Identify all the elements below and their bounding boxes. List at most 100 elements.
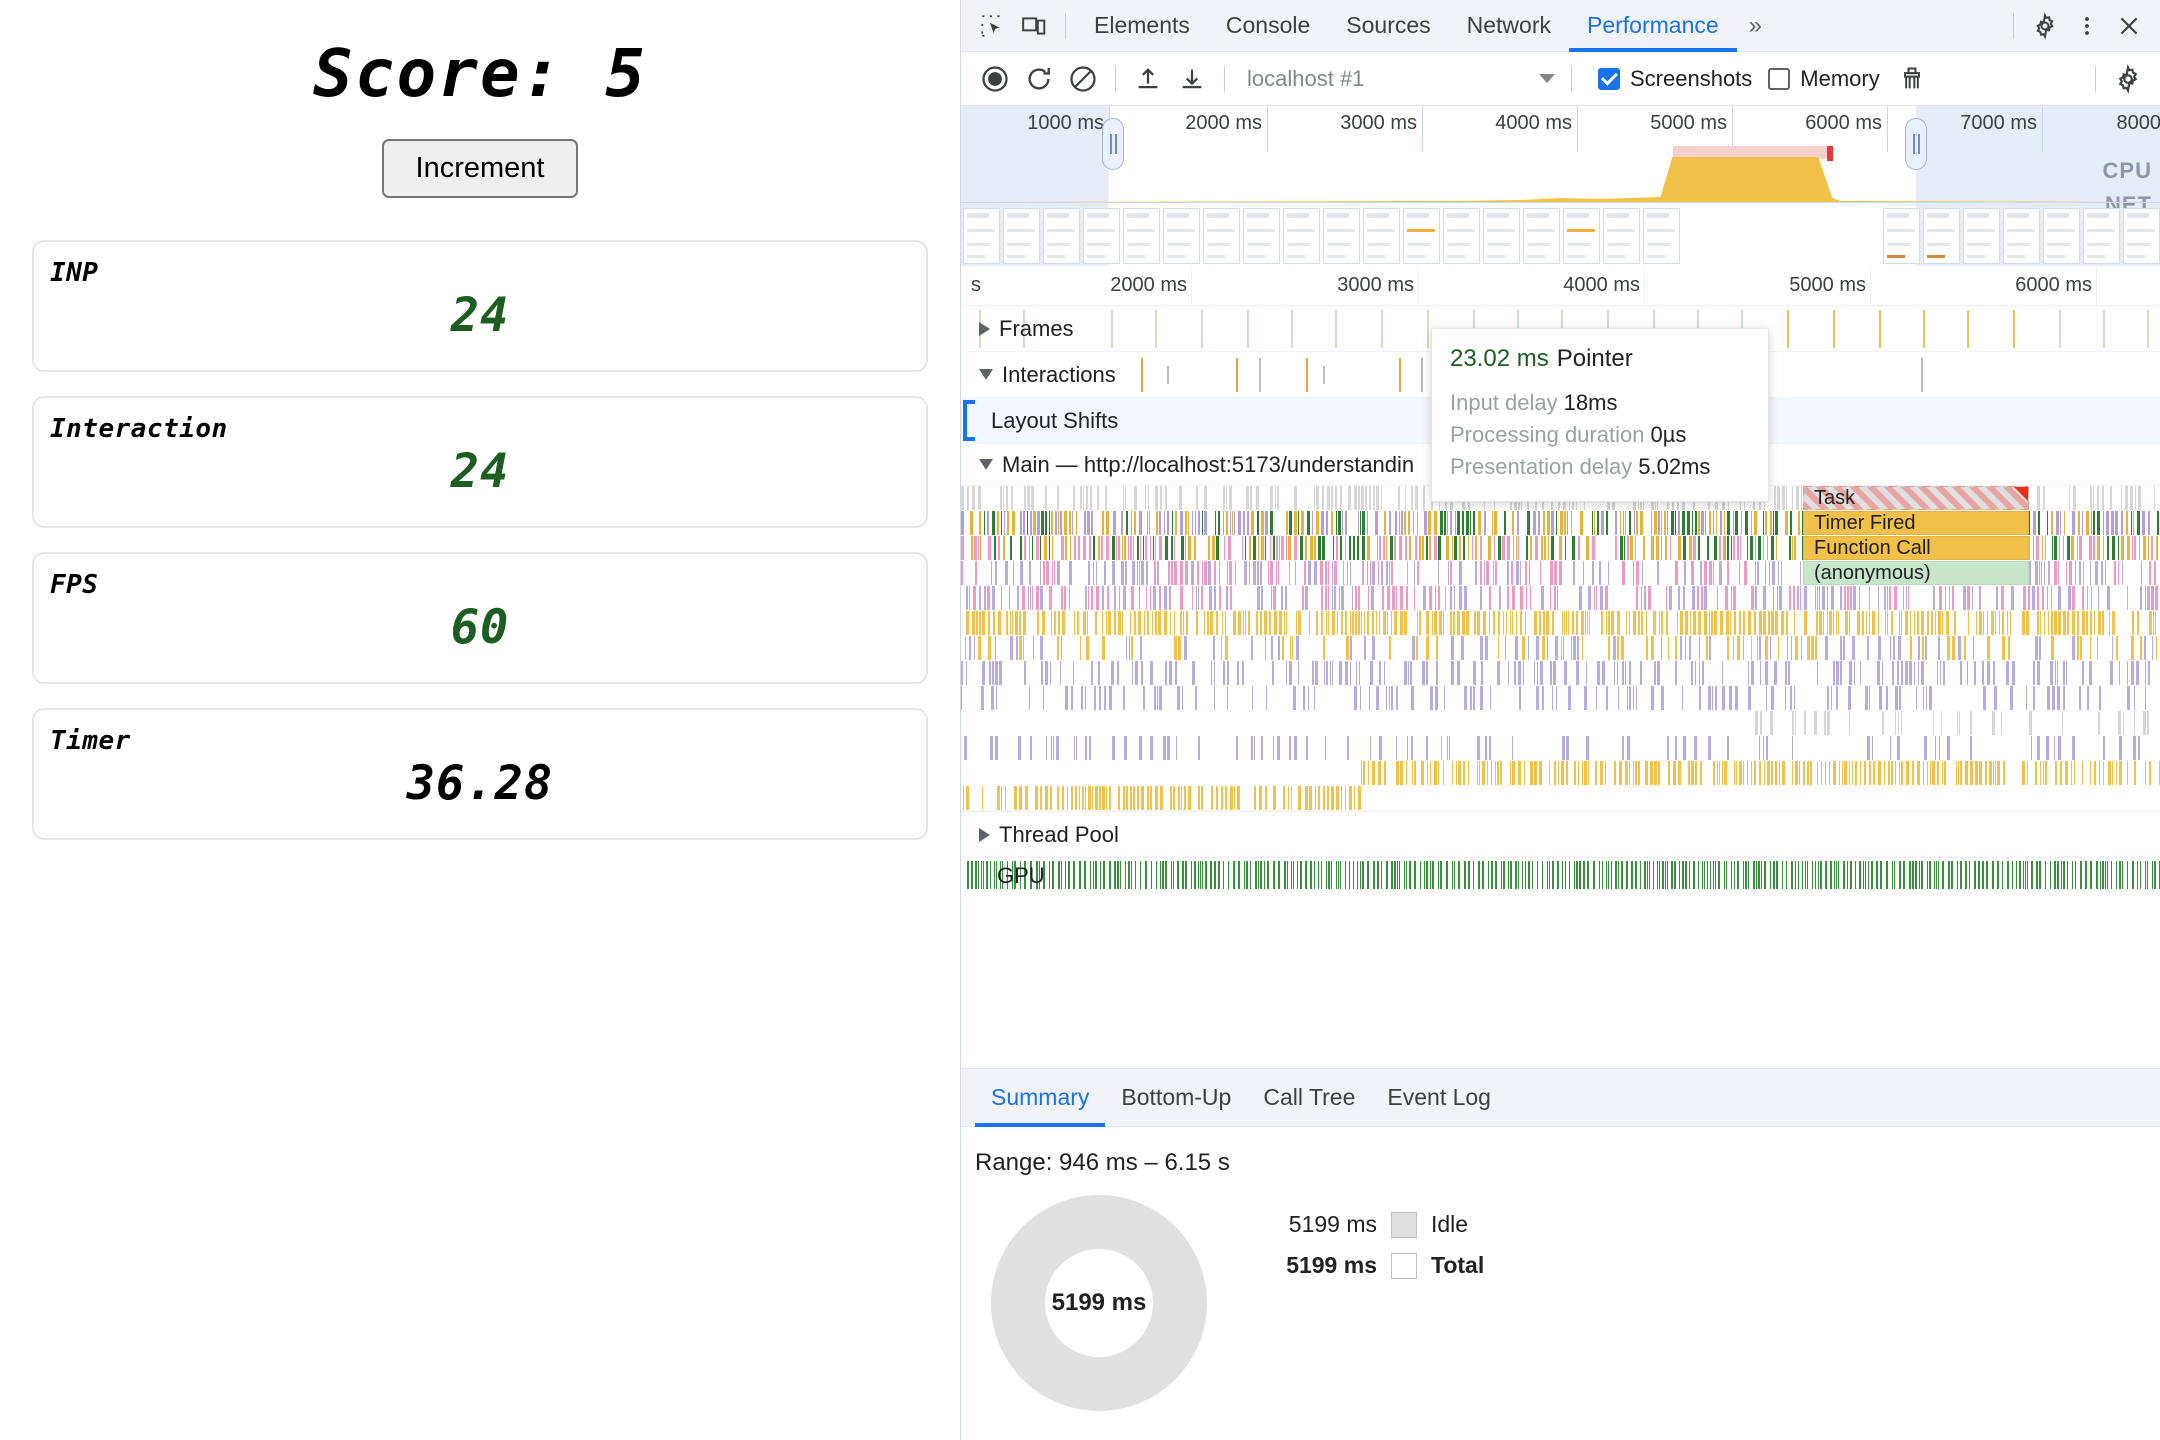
- filmstrip-frame[interactable]: [1403, 208, 1440, 264]
- download-profile-button[interactable]: [1170, 57, 1214, 101]
- filmstrip-frame[interactable]: [1163, 208, 1200, 264]
- tab-summary[interactable]: Summary: [975, 1069, 1105, 1127]
- capture-settings-gear-icon[interactable]: [2106, 57, 2150, 101]
- close-icon[interactable]: [2108, 5, 2150, 47]
- metric-card-fps: FPS 60: [32, 551, 928, 684]
- filmstrip-frame[interactable]: [1443, 208, 1480, 264]
- flame-event-task[interactable]: Task: [1803, 486, 2029, 510]
- tab-console[interactable]: Console: [1225, 12, 1311, 38]
- overview-tick: 6000 ms: [1805, 112, 1882, 134]
- flame-row[interactable]: [961, 686, 2160, 711]
- flame-event-timer-fired[interactable]: Timer Fired: [1803, 511, 2029, 535]
- device-toolbar-icon[interactable]: [1013, 5, 1055, 47]
- screenshots-label: Screenshots: [1630, 65, 1753, 91]
- filmstrip-frame[interactable]: [2123, 208, 2160, 264]
- track-thread-pool[interactable]: Thread Pool: [961, 811, 2160, 857]
- filmstrip-frame[interactable]: [1003, 208, 1040, 264]
- flame-row[interactable]: [961, 786, 2160, 811]
- tab-event-log[interactable]: Event Log: [1387, 1084, 1491, 1110]
- filmstrip-frame[interactable]: [1043, 208, 1080, 264]
- track-thread-pool-label[interactable]: Thread Pool: [961, 822, 1119, 848]
- track-frames-label[interactable]: Frames: [961, 316, 1074, 342]
- filmstrip[interactable]: [961, 208, 2160, 266]
- track-interactions-label[interactable]: Interactions: [961, 362, 1116, 388]
- filmstrip-frame[interactable]: [1123, 208, 1160, 264]
- flame-chart[interactable]: s 2000 ms 3000 ms 4000 ms 5000 ms 6000 m…: [961, 266, 2160, 1068]
- filmstrip-frame[interactable]: [2043, 208, 2080, 264]
- filmstrip-frame[interactable]: [1603, 208, 1640, 264]
- filmstrip-frame[interactable]: [1923, 208, 1960, 264]
- filmstrip-frame[interactable]: [1883, 208, 1920, 264]
- tab-performance[interactable]: Performance: [1569, 0, 1737, 52]
- filmstrip-frame[interactable]: [1643, 208, 1680, 264]
- inspect-element-icon[interactable]: [971, 5, 1013, 47]
- filmstrip-frame[interactable]: [1283, 208, 1320, 264]
- flame-row[interactable]: [961, 636, 2160, 661]
- tab-elements[interactable]: Elements: [1094, 12, 1190, 38]
- legend-value: 5199 ms: [1286, 1252, 1377, 1278]
- timeline-overview[interactable]: 1000 ms 2000 ms 3000 ms 4000 ms 5000 ms …: [961, 106, 2160, 266]
- metric-value: 24: [450, 287, 510, 343]
- track-layout-shifts-label[interactable]: Layout Shifts: [961, 408, 1118, 434]
- track-gpu[interactable]: GPU: [961, 857, 2160, 893]
- flame-event-anonymous[interactable]: (anonymous): [1803, 561, 2029, 585]
- profile-select[interactable]: localhost #1: [1241, 59, 1561, 99]
- legend-row-total[interactable]: 5199 ms Total: [1247, 1252, 1484, 1279]
- filmstrip-frame[interactable]: [1963, 208, 2000, 264]
- filmstrip-frame[interactable]: [1523, 208, 1560, 264]
- upload-profile-button[interactable]: [1126, 57, 1170, 101]
- page-title: Score: 5: [313, 35, 647, 112]
- tab-sources[interactable]: Sources: [1346, 12, 1431, 38]
- filmstrip-frame[interactable]: [963, 208, 1000, 264]
- flame-row[interactable]: [961, 736, 2160, 761]
- filmstrip-frame[interactable]: [1243, 208, 1280, 264]
- tooltip-row-value: 0µs: [1650, 421, 1687, 447]
- flame-row[interactable]: [961, 661, 2160, 686]
- legend-row-idle[interactable]: 5199 ms Idle: [1247, 1211, 1484, 1238]
- flame-event-label: Function Call: [1814, 536, 1931, 559]
- tabbar-divider: [2013, 12, 2014, 39]
- legend-name: Total: [1431, 1252, 1485, 1278]
- overview-right-handle[interactable]: [1905, 118, 1927, 170]
- filmstrip-frame[interactable]: [1363, 208, 1400, 264]
- filmstrip-frame[interactable]: [1483, 208, 1520, 264]
- collect-garbage-icon[interactable]: [1890, 57, 1934, 101]
- increment-button[interactable]: Increment: [381, 138, 579, 198]
- record-button[interactable]: [973, 57, 1017, 101]
- tab-bottom-up[interactable]: Bottom-Up: [1121, 1084, 1232, 1110]
- reload-and-record-button[interactable]: [1017, 57, 1061, 101]
- metric-card-list: INP 24 Interaction 24 FPS 60 Timer 36.28: [32, 239, 928, 840]
- flame-row[interactable]: [961, 611, 2160, 636]
- flame-row[interactable]: [961, 761, 2160, 786]
- metric-card-inp: INP 24: [32, 239, 928, 372]
- clear-button[interactable]: [1061, 57, 1105, 101]
- flame-row[interactable]: [961, 586, 2160, 611]
- memory-checkbox[interactable]: Memory: [1768, 66, 1880, 92]
- filmstrip-frame[interactable]: [1203, 208, 1240, 264]
- filmstrip-frame[interactable]: [2003, 208, 2040, 264]
- tabbar-actions: [2003, 5, 2160, 47]
- more-options-icon[interactable]: [2066, 5, 2108, 47]
- summary-donut-chart: 5199 ms: [991, 1195, 1207, 1411]
- toolbar-right-actions: [2085, 57, 2160, 101]
- tab-network[interactable]: Network: [1466, 12, 1551, 38]
- main-flame-rows[interactable]: Task Timer Fired Function Call (anonymou…: [961, 486, 2160, 811]
- chevron-down-icon: [979, 459, 993, 470]
- flame-row[interactable]: [961, 711, 2160, 736]
- screenshots-checkbox[interactable]: Screenshots: [1598, 66, 1752, 92]
- range-label: Range: 946 ms – 6.15 s: [975, 1149, 1230, 1176]
- more-tabs-icon[interactable]: »: [1748, 11, 1762, 39]
- filmstrip-frame[interactable]: [2083, 208, 2120, 264]
- overview-tick: 3000 ms: [1340, 112, 1417, 134]
- overview-left-handle[interactable]: [1102, 118, 1124, 170]
- filmstrip-frame[interactable]: [1323, 208, 1360, 264]
- track-main-label[interactable]: Main — http://localhost:5173/understandi…: [961, 452, 1414, 478]
- gear-icon[interactable]: [2024, 5, 2066, 47]
- filmstrip-frame[interactable]: [1083, 208, 1120, 264]
- event-tooltip: 23.02 ms Pointer Input delay 18ms Processi…: [1431, 328, 1769, 502]
- flame-event-function-call[interactable]: Function Call: [1803, 536, 2029, 560]
- chevron-down-icon: [979, 369, 993, 380]
- metric-label: INP: [50, 257, 99, 288]
- tab-call-tree[interactable]: Call Tree: [1263, 1084, 1356, 1110]
- filmstrip-frame[interactable]: [1563, 208, 1600, 264]
